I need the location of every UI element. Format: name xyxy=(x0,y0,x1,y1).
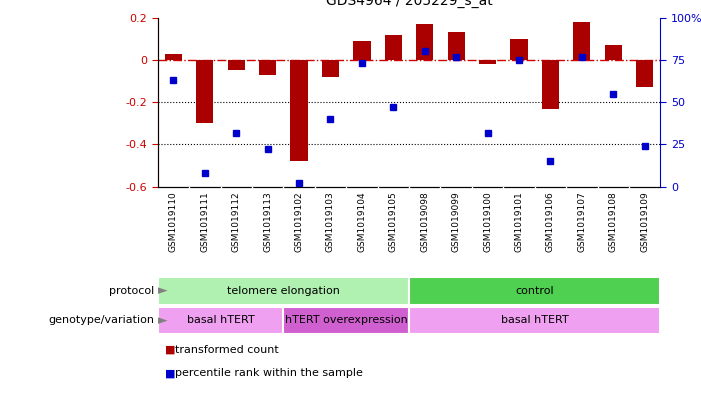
Bar xyxy=(158,277,409,305)
Text: GSM1019099: GSM1019099 xyxy=(451,191,461,252)
Bar xyxy=(228,60,245,70)
Bar xyxy=(353,41,371,60)
Text: GSM1019102: GSM1019102 xyxy=(294,191,304,252)
Text: hTERT overexpression: hTERT overexpression xyxy=(285,315,407,325)
Bar xyxy=(385,35,402,60)
Bar xyxy=(259,60,276,75)
Text: percentile rank within the sample: percentile rank within the sample xyxy=(175,368,363,378)
Text: ►: ► xyxy=(154,314,168,327)
Text: genotype/variation: genotype/variation xyxy=(48,315,154,325)
Text: GSM1019103: GSM1019103 xyxy=(326,191,335,252)
Text: basal hTERT: basal hTERT xyxy=(186,315,254,325)
Text: GSM1019111: GSM1019111 xyxy=(200,191,210,252)
Bar xyxy=(447,33,465,60)
Text: basal hTERT: basal hTERT xyxy=(501,315,569,325)
Text: GSM1019104: GSM1019104 xyxy=(358,191,367,252)
Text: GSM1019098: GSM1019098 xyxy=(420,191,429,252)
Bar xyxy=(479,60,496,64)
Bar xyxy=(416,24,433,60)
Bar xyxy=(409,307,660,334)
Text: ■: ■ xyxy=(165,368,175,378)
Bar xyxy=(636,60,653,87)
Text: GSM1019100: GSM1019100 xyxy=(483,191,492,252)
Bar xyxy=(196,60,214,123)
Text: GSM1019113: GSM1019113 xyxy=(263,191,272,252)
Text: GSM1019107: GSM1019107 xyxy=(578,191,586,252)
Text: GSM1019110: GSM1019110 xyxy=(169,191,178,252)
Bar xyxy=(322,60,339,77)
Bar xyxy=(409,277,660,305)
Bar xyxy=(283,307,409,334)
Bar xyxy=(158,307,283,334)
Bar xyxy=(290,60,308,161)
Text: ■: ■ xyxy=(165,345,175,355)
Text: GSM1019112: GSM1019112 xyxy=(232,191,240,252)
Bar xyxy=(165,53,182,60)
Text: ►: ► xyxy=(154,284,168,298)
Text: GSM1019109: GSM1019109 xyxy=(640,191,649,252)
Text: GSM1019108: GSM1019108 xyxy=(608,191,618,252)
Text: GSM1019105: GSM1019105 xyxy=(389,191,398,252)
Bar xyxy=(510,39,528,60)
Text: GSM1019106: GSM1019106 xyxy=(546,191,555,252)
Text: protocol: protocol xyxy=(109,286,154,296)
Text: GDS4964 / 205229_s_at: GDS4964 / 205229_s_at xyxy=(326,0,492,8)
Text: transformed count: transformed count xyxy=(175,345,279,355)
Bar xyxy=(604,45,622,60)
Text: telomere elongation: telomere elongation xyxy=(227,286,340,296)
Bar xyxy=(573,22,590,60)
Text: control: control xyxy=(515,286,554,296)
Text: GSM1019101: GSM1019101 xyxy=(515,191,524,252)
Bar xyxy=(542,60,559,108)
